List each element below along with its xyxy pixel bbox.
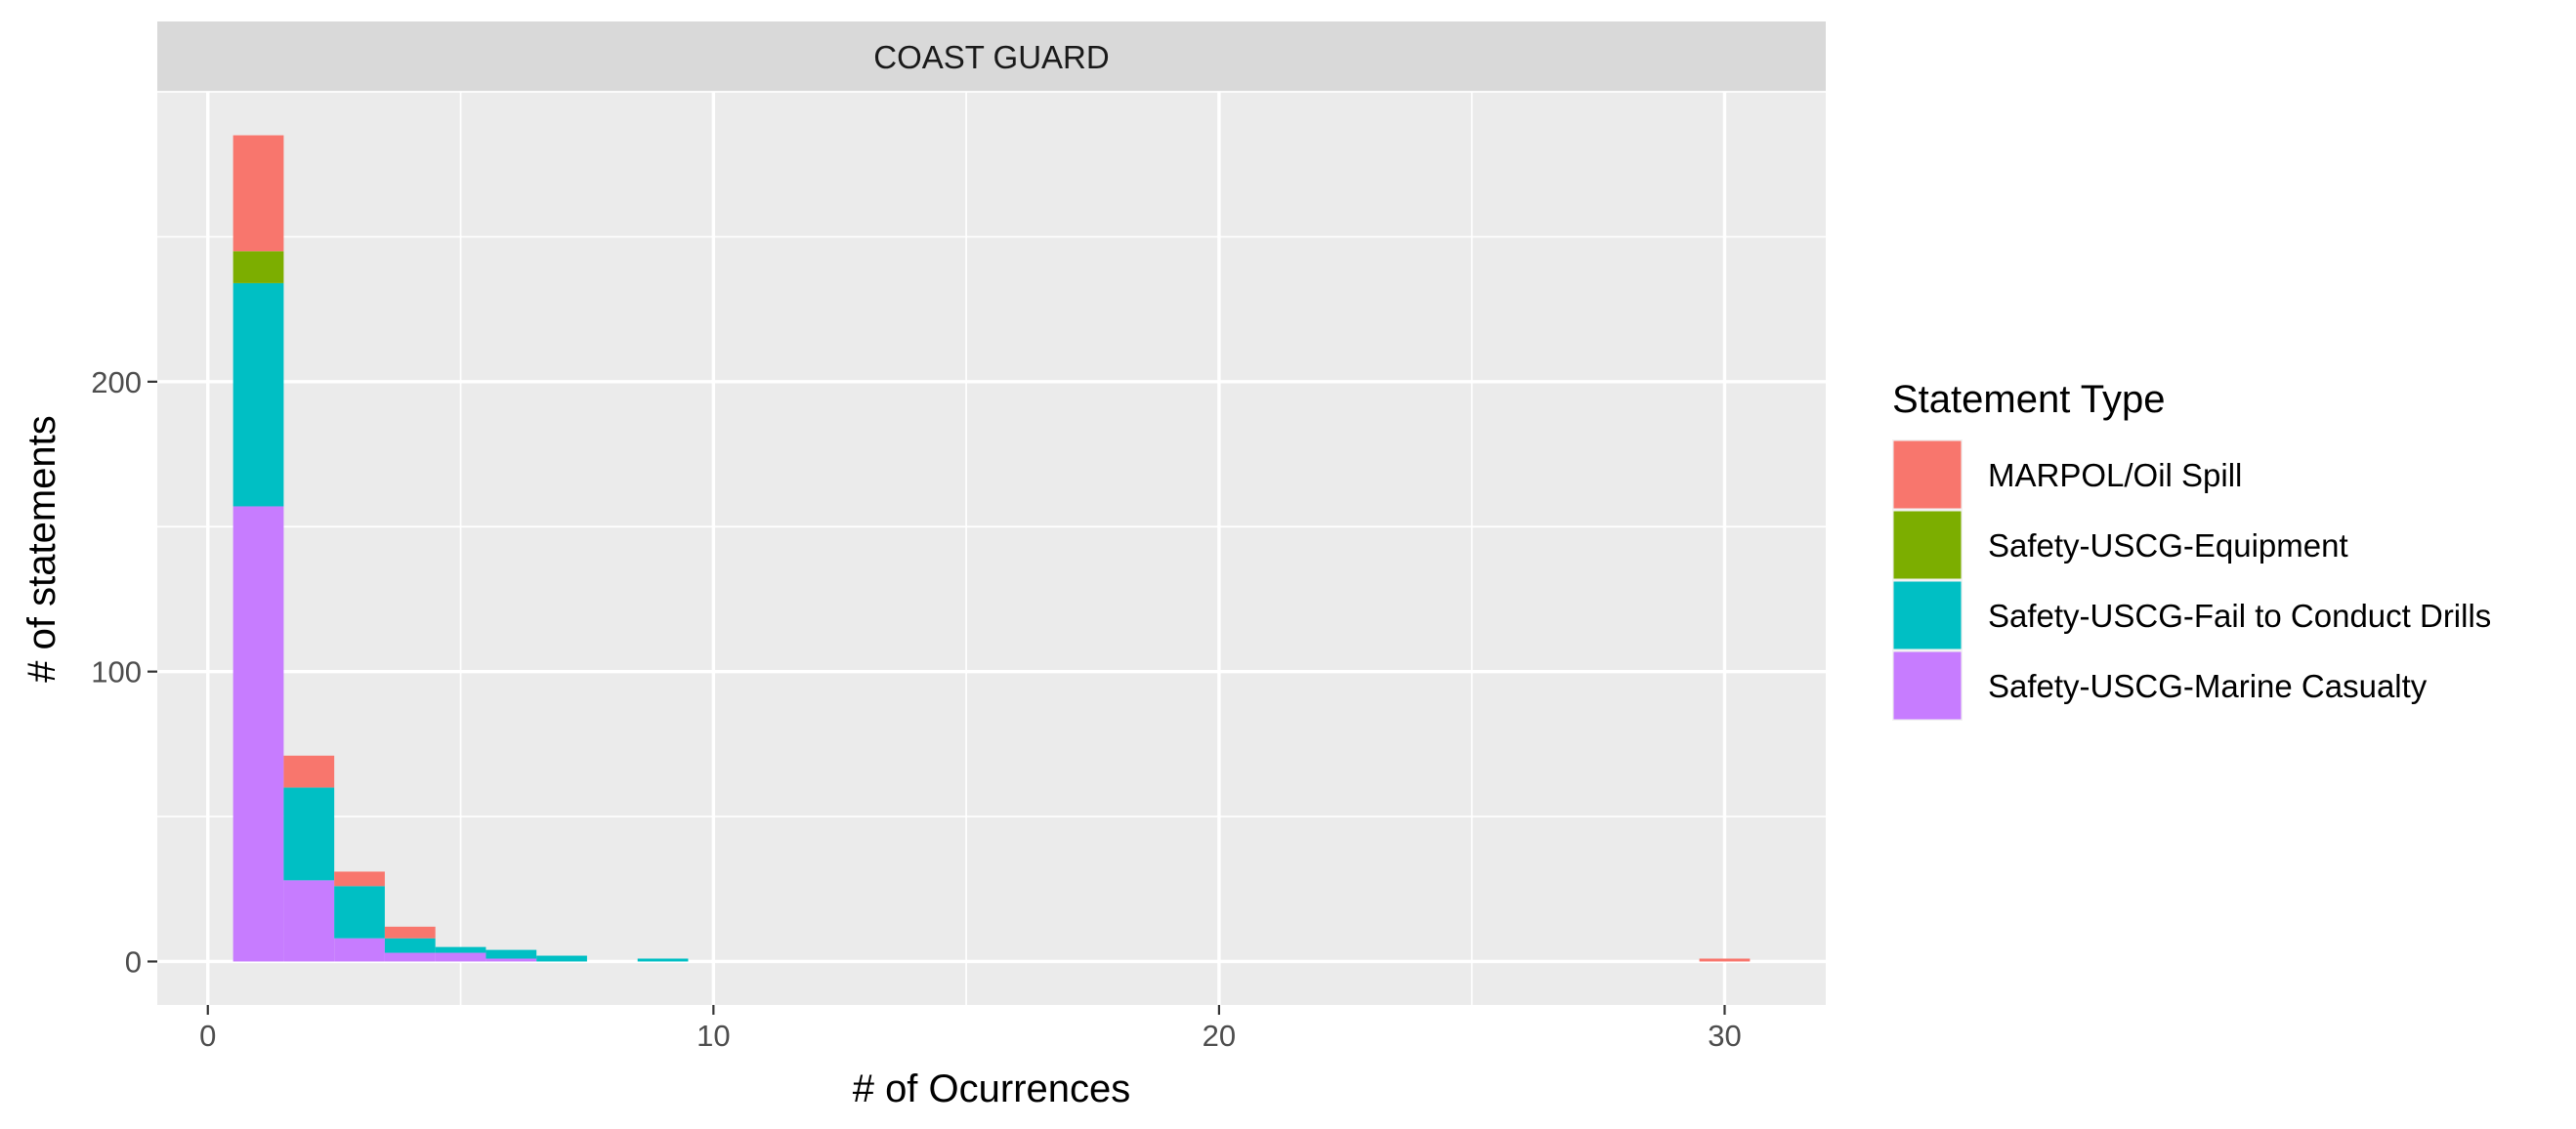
- x-axis-title: # of Ocurrences: [853, 1067, 1131, 1110]
- bar-segment: [232, 282, 284, 507]
- bar-segment: [637, 958, 689, 962]
- legend-label: Safety-USCG-Fail to Conduct Drills: [1988, 598, 2491, 634]
- bar-segment: [283, 755, 335, 788]
- plot-panel: [157, 92, 1826, 1005]
- bar-segment: [384, 926, 436, 939]
- bar-segment: [283, 880, 335, 962]
- bar-segment: [232, 135, 284, 252]
- bar-segment: [435, 946, 486, 953]
- bar-segment: [232, 506, 284, 962]
- legend-swatch: [1893, 511, 1962, 579]
- facet-label: COAST GUARD: [873, 39, 1109, 75]
- legend-item: Safety-USCG-Equipment: [1892, 510, 2348, 580]
- legend-item: MARPOL/Oil Spill: [1892, 439, 2242, 510]
- legend-title: Statement Type: [1892, 378, 2165, 421]
- y-tick-label: 200: [91, 365, 142, 399]
- legend-label: Safety-USCG-Marine Casualty: [1988, 668, 2428, 704]
- legend-item: Safety-USCG-Fail to Conduct Drills: [1892, 580, 2491, 650]
- x-axis: 0 10 20 30: [199, 1005, 1742, 1053]
- bar-segment: [232, 251, 284, 283]
- legend-label: MARPOL/Oil Spill: [1988, 457, 2242, 493]
- bars: [232, 135, 1751, 962]
- x-tick-label: 20: [1203, 1019, 1236, 1053]
- legend-swatch: [1893, 440, 1962, 509]
- y-axis-title: # of statements: [21, 415, 63, 682]
- bar-segment: [334, 938, 385, 962]
- bar-segment: [334, 886, 385, 939]
- bar-segment: [486, 949, 537, 959]
- bar-segment: [334, 871, 385, 887]
- bar-segment: [435, 952, 486, 962]
- bar-segment: [1699, 958, 1751, 962]
- y-tick-label: 0: [125, 944, 142, 979]
- x-tick-label: 0: [199, 1019, 216, 1053]
- bar-segment: [486, 958, 537, 962]
- bar-segment: [283, 787, 335, 881]
- legend-swatch: [1893, 651, 1962, 720]
- legend-item: Safety-USCG-Marine Casualty: [1892, 650, 2428, 721]
- bar-segment: [384, 938, 436, 953]
- bar-segment: [384, 952, 436, 962]
- y-axis: 0 100 200: [91, 365, 157, 979]
- legend-label: Safety-USCG-Equipment: [1988, 527, 2348, 564]
- bar-segment: [536, 955, 587, 962]
- x-tick-label: 10: [697, 1019, 730, 1053]
- y-tick-label: 100: [91, 655, 142, 690]
- facet-strip: [157, 21, 1826, 92]
- legend-swatch: [1893, 581, 1962, 649]
- x-tick-label: 30: [1708, 1019, 1741, 1053]
- legend: MARPOL/Oil Spill Safety-USCG-Equipment Saf…: [1892, 439, 2491, 721]
